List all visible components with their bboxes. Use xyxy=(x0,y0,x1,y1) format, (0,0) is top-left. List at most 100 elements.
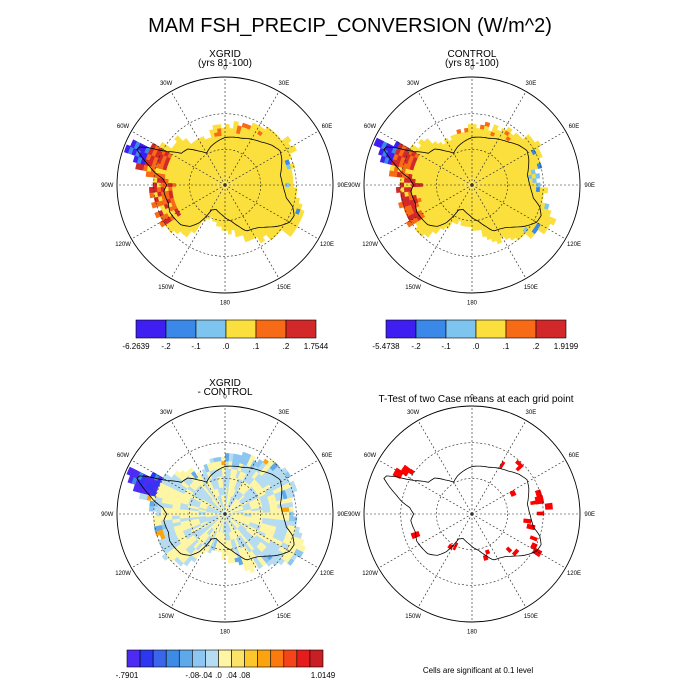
grid-cell xyxy=(464,206,468,212)
grid-cell xyxy=(171,179,177,184)
grid-cell xyxy=(221,188,224,193)
grid-cell xyxy=(230,527,233,533)
grid-cell xyxy=(210,188,215,191)
grid-cell xyxy=(467,199,470,205)
grid-cell xyxy=(443,194,449,199)
grid-cell xyxy=(478,206,482,211)
meridian-line xyxy=(224,420,280,515)
grid-cell xyxy=(225,188,227,193)
grid-cell xyxy=(198,511,203,514)
grid-cell xyxy=(407,177,412,183)
grid-cell xyxy=(229,195,233,200)
grid-cell xyxy=(219,507,223,512)
grid-cell xyxy=(502,197,508,202)
lon-label: 0 xyxy=(470,65,474,71)
grid-cell xyxy=(209,516,215,519)
grid-cell xyxy=(465,195,469,200)
grid-cell xyxy=(462,189,467,193)
grid-cell xyxy=(215,500,220,505)
grid-cell xyxy=(505,188,511,192)
grid-cell xyxy=(237,540,242,546)
grid-cell xyxy=(219,547,223,553)
grid-cell xyxy=(239,164,244,169)
grid-cell xyxy=(226,214,230,220)
grid-cell xyxy=(221,222,225,228)
grid-cell xyxy=(461,159,465,165)
grid-cell xyxy=(226,536,229,541)
grid-cell xyxy=(463,176,467,180)
grid-cell xyxy=(219,143,223,148)
grid-cell xyxy=(414,186,420,191)
grid-cell xyxy=(201,498,207,503)
grid-cell xyxy=(462,177,467,181)
grid-cell xyxy=(406,214,414,222)
colorbar-label: -6.2639 xyxy=(122,342,150,351)
lon-label: 60W xyxy=(117,453,130,459)
grid-cell xyxy=(243,182,249,185)
grid-cell xyxy=(167,507,173,513)
grid-cell xyxy=(464,185,469,187)
grid-cell xyxy=(226,211,230,216)
grid-cell xyxy=(231,558,236,564)
grid-cell xyxy=(228,185,233,188)
grid-cell xyxy=(524,186,530,192)
grid-cell xyxy=(477,155,481,160)
grid-cell xyxy=(474,180,479,183)
grid-cell xyxy=(482,132,488,138)
grid-cell xyxy=(131,147,138,156)
lon-label: 90W xyxy=(101,183,114,189)
grid-cell xyxy=(218,520,221,524)
lon-label: 90E xyxy=(584,183,595,189)
grid-cell xyxy=(235,188,240,191)
grid-cell xyxy=(213,515,218,518)
grid-cell xyxy=(515,169,521,175)
grid-cell xyxy=(430,191,436,196)
grid-cell xyxy=(503,233,511,241)
grid-cell xyxy=(506,196,512,202)
grid-cell xyxy=(240,538,246,544)
grid-cell xyxy=(474,187,479,191)
significant-cell xyxy=(536,511,545,516)
grid-cell xyxy=(423,192,428,197)
grid-cell xyxy=(456,171,461,176)
grid-cell xyxy=(217,194,221,200)
grid-cell xyxy=(464,185,469,188)
grid-cell xyxy=(236,458,242,464)
grid-cell xyxy=(216,504,221,509)
grid-cell xyxy=(456,215,461,221)
grid-cell xyxy=(138,492,145,500)
latitude-circle xyxy=(153,442,297,586)
grid-cell xyxy=(226,165,228,171)
grid-cell xyxy=(466,187,470,192)
grid-cell xyxy=(209,509,215,512)
grid-cell xyxy=(461,163,465,169)
grid-cell xyxy=(219,543,223,549)
grid-cell xyxy=(217,184,222,185)
grid-cell xyxy=(216,519,221,524)
grid-cell xyxy=(154,151,161,159)
grid-cell xyxy=(202,519,208,523)
grid-cell xyxy=(226,502,228,507)
grid-cell xyxy=(225,165,227,170)
grid-cell xyxy=(214,193,218,197)
grid-cell xyxy=(513,186,518,191)
grid-cell xyxy=(229,175,234,180)
grid-cell xyxy=(232,511,237,513)
grid-cell xyxy=(195,173,201,177)
grid-cell xyxy=(198,527,204,532)
grid-cell xyxy=(247,498,253,503)
grid-cell xyxy=(410,212,417,220)
grid-cell xyxy=(222,525,225,530)
grid-cell xyxy=(479,182,484,184)
grid-cell xyxy=(230,198,233,204)
grid-cell xyxy=(458,165,463,170)
grid-cell xyxy=(228,199,231,204)
colorbar-swatch xyxy=(152,649,167,668)
grid-cell xyxy=(219,166,222,171)
grid-cell xyxy=(536,151,543,159)
significant-cell xyxy=(509,489,517,497)
grid-cell xyxy=(212,504,217,508)
grid-cell xyxy=(132,155,139,164)
meridian-line xyxy=(131,184,226,240)
grid-cell xyxy=(206,498,212,503)
